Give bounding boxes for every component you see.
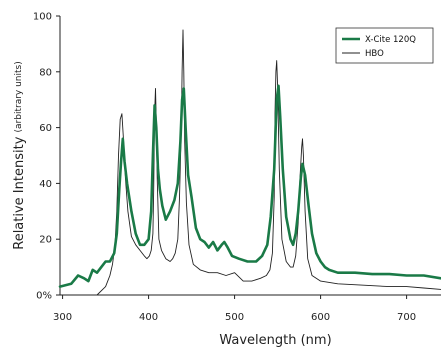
x-tick-label: 400 [139, 312, 158, 323]
y-axis-title-main: Relative Intensity [12, 132, 27, 249]
x-tick-label: 700 [397, 312, 416, 323]
ticks-group: 0% 20 40 60 80 100 300 400 500 600 700 [33, 12, 416, 324]
x-tick-label: 300 [53, 312, 72, 323]
y-tick-label: 60 [39, 123, 52, 134]
axis-titles: Wavelength (nm) Relative Intensity (arbit… [12, 61, 332, 348]
series-layer [58, 29, 441, 296]
legend-box [335, 27, 434, 64]
y-tick-label: 80 [39, 67, 52, 78]
y-tick-label: 20 [39, 235, 52, 246]
legend-label-hbo: HBO [365, 49, 384, 59]
axes-group [59, 16, 441, 296]
y-tick-label: 0% [36, 291, 52, 302]
legend-label-xcite: X-Cite 120Q [365, 35, 416, 45]
x-tick-label: 500 [225, 312, 244, 323]
legend: X-Cite 120Q HBO [335, 27, 434, 64]
y-axis-title-units: (arbitrary units) [14, 61, 24, 132]
xcite-series-line [58, 84, 441, 288]
x-axis-title: Wavelength (nm) [219, 333, 331, 348]
hbo-series-line [59, 29, 441, 296]
y-tick-label: 100 [33, 12, 52, 23]
y-tick-label: 40 [39, 179, 52, 190]
x-tick-label: 600 [311, 312, 330, 323]
y-axis-title: Relative Intensity (arbitrary units) [12, 61, 27, 250]
